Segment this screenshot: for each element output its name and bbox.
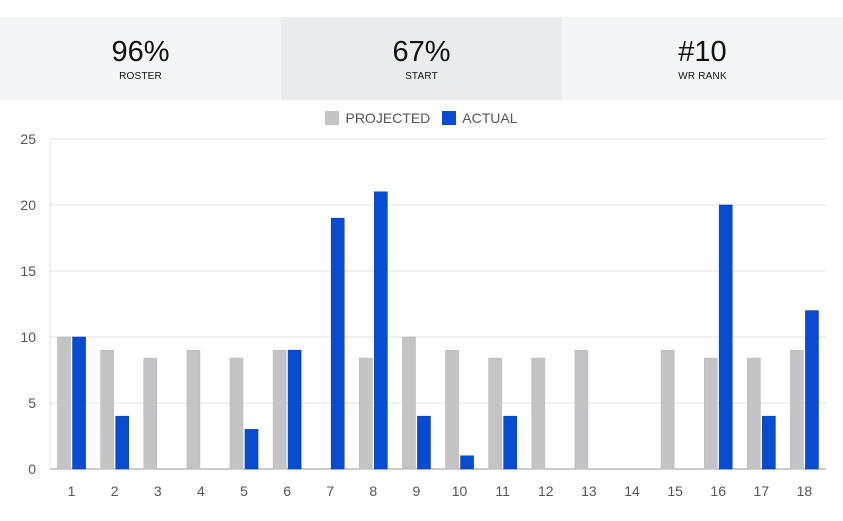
bar-projected [100, 349, 114, 470]
x-tick-label: 1 [68, 483, 76, 499]
chart-legend: PROJECTED ACTUAL [0, 110, 843, 126]
bar-projected [143, 357, 158, 470]
legend-swatch-actual [442, 111, 457, 125]
x-tick-label: 13 [581, 483, 597, 499]
bar-projected [272, 349, 287, 470]
bar-actual [115, 415, 129, 470]
bar-projected [747, 357, 761, 470]
bar-projected [574, 349, 589, 470]
stat-start: 67% START [281, 17, 562, 100]
bar-actual [718, 204, 733, 470]
y-tick-label: 20 [20, 197, 36, 213]
x-tick-label: 6 [283, 483, 291, 499]
bar-projected [790, 349, 804, 470]
x-tick-label: 3 [154, 483, 162, 499]
legend-item-projected[interactable]: PROJECTED [325, 110, 430, 126]
stat-label: WR RANK [678, 71, 727, 82]
stat-value: #10 [678, 36, 727, 68]
stat-value: 67% [392, 36, 451, 68]
x-tick-label: 12 [538, 483, 554, 499]
x-tick-label: 15 [667, 483, 683, 499]
x-tick-label: 11 [495, 483, 510, 499]
bar-actual [805, 310, 819, 470]
bar-actual [72, 336, 86, 470]
legend-swatch-projected [325, 111, 340, 125]
x-tick-label: 7 [326, 483, 334, 499]
stat-value: 96% [111, 36, 170, 68]
x-tick-label: 16 [710, 483, 726, 499]
bar-actual [330, 217, 345, 470]
bar-actual [374, 191, 388, 470]
bar-actual [287, 349, 302, 470]
y-tick-label: 5 [28, 395, 36, 411]
legend-label-actual: ACTUAL [462, 110, 518, 126]
bar-projected [186, 349, 201, 470]
x-tick-label: 5 [240, 483, 248, 499]
y-tick-label: 15 [20, 263, 36, 279]
x-tick-label: 2 [111, 483, 119, 499]
x-tick-label: 9 [413, 483, 421, 499]
y-tick-label: 10 [20, 329, 36, 345]
x-tick-label: 18 [797, 483, 813, 499]
bar-projected [660, 349, 675, 470]
stat-label: ROSTER [119, 71, 162, 82]
bar-projected [488, 357, 502, 470]
bar-projected [402, 336, 416, 470]
bar-actual [244, 429, 259, 470]
bar-projected [57, 336, 71, 470]
stat-roster: 96% ROSTER [0, 17, 281, 100]
y-tick-label: 0 [28, 461, 36, 477]
bar-actual [460, 455, 474, 470]
bar-projected [531, 357, 546, 470]
bar-actual [762, 415, 776, 470]
legend-label-projected: PROJECTED [345, 110, 431, 126]
x-tick-label: 10 [452, 483, 468, 499]
stats-bar: 96% ROSTER 67% START #10 WR RANK [0, 17, 843, 100]
x-tick-label: 8 [369, 483, 377, 499]
legend-item-actual[interactable]: ACTUAL [442, 110, 518, 126]
bar-projected [229, 357, 244, 470]
stat-wr-rank: #10 WR RANK [562, 17, 843, 100]
bar-actual [503, 415, 517, 470]
bar-projected [359, 357, 373, 470]
bar-actual [417, 415, 431, 470]
y-tick-label: 25 [20, 131, 36, 147]
x-tick-label: 14 [624, 483, 640, 499]
bar-projected [445, 349, 459, 470]
x-tick-label: 4 [197, 483, 205, 499]
stat-label: START [405, 71, 438, 82]
bar-projected [703, 357, 718, 470]
x-tick-label: 17 [754, 483, 770, 499]
